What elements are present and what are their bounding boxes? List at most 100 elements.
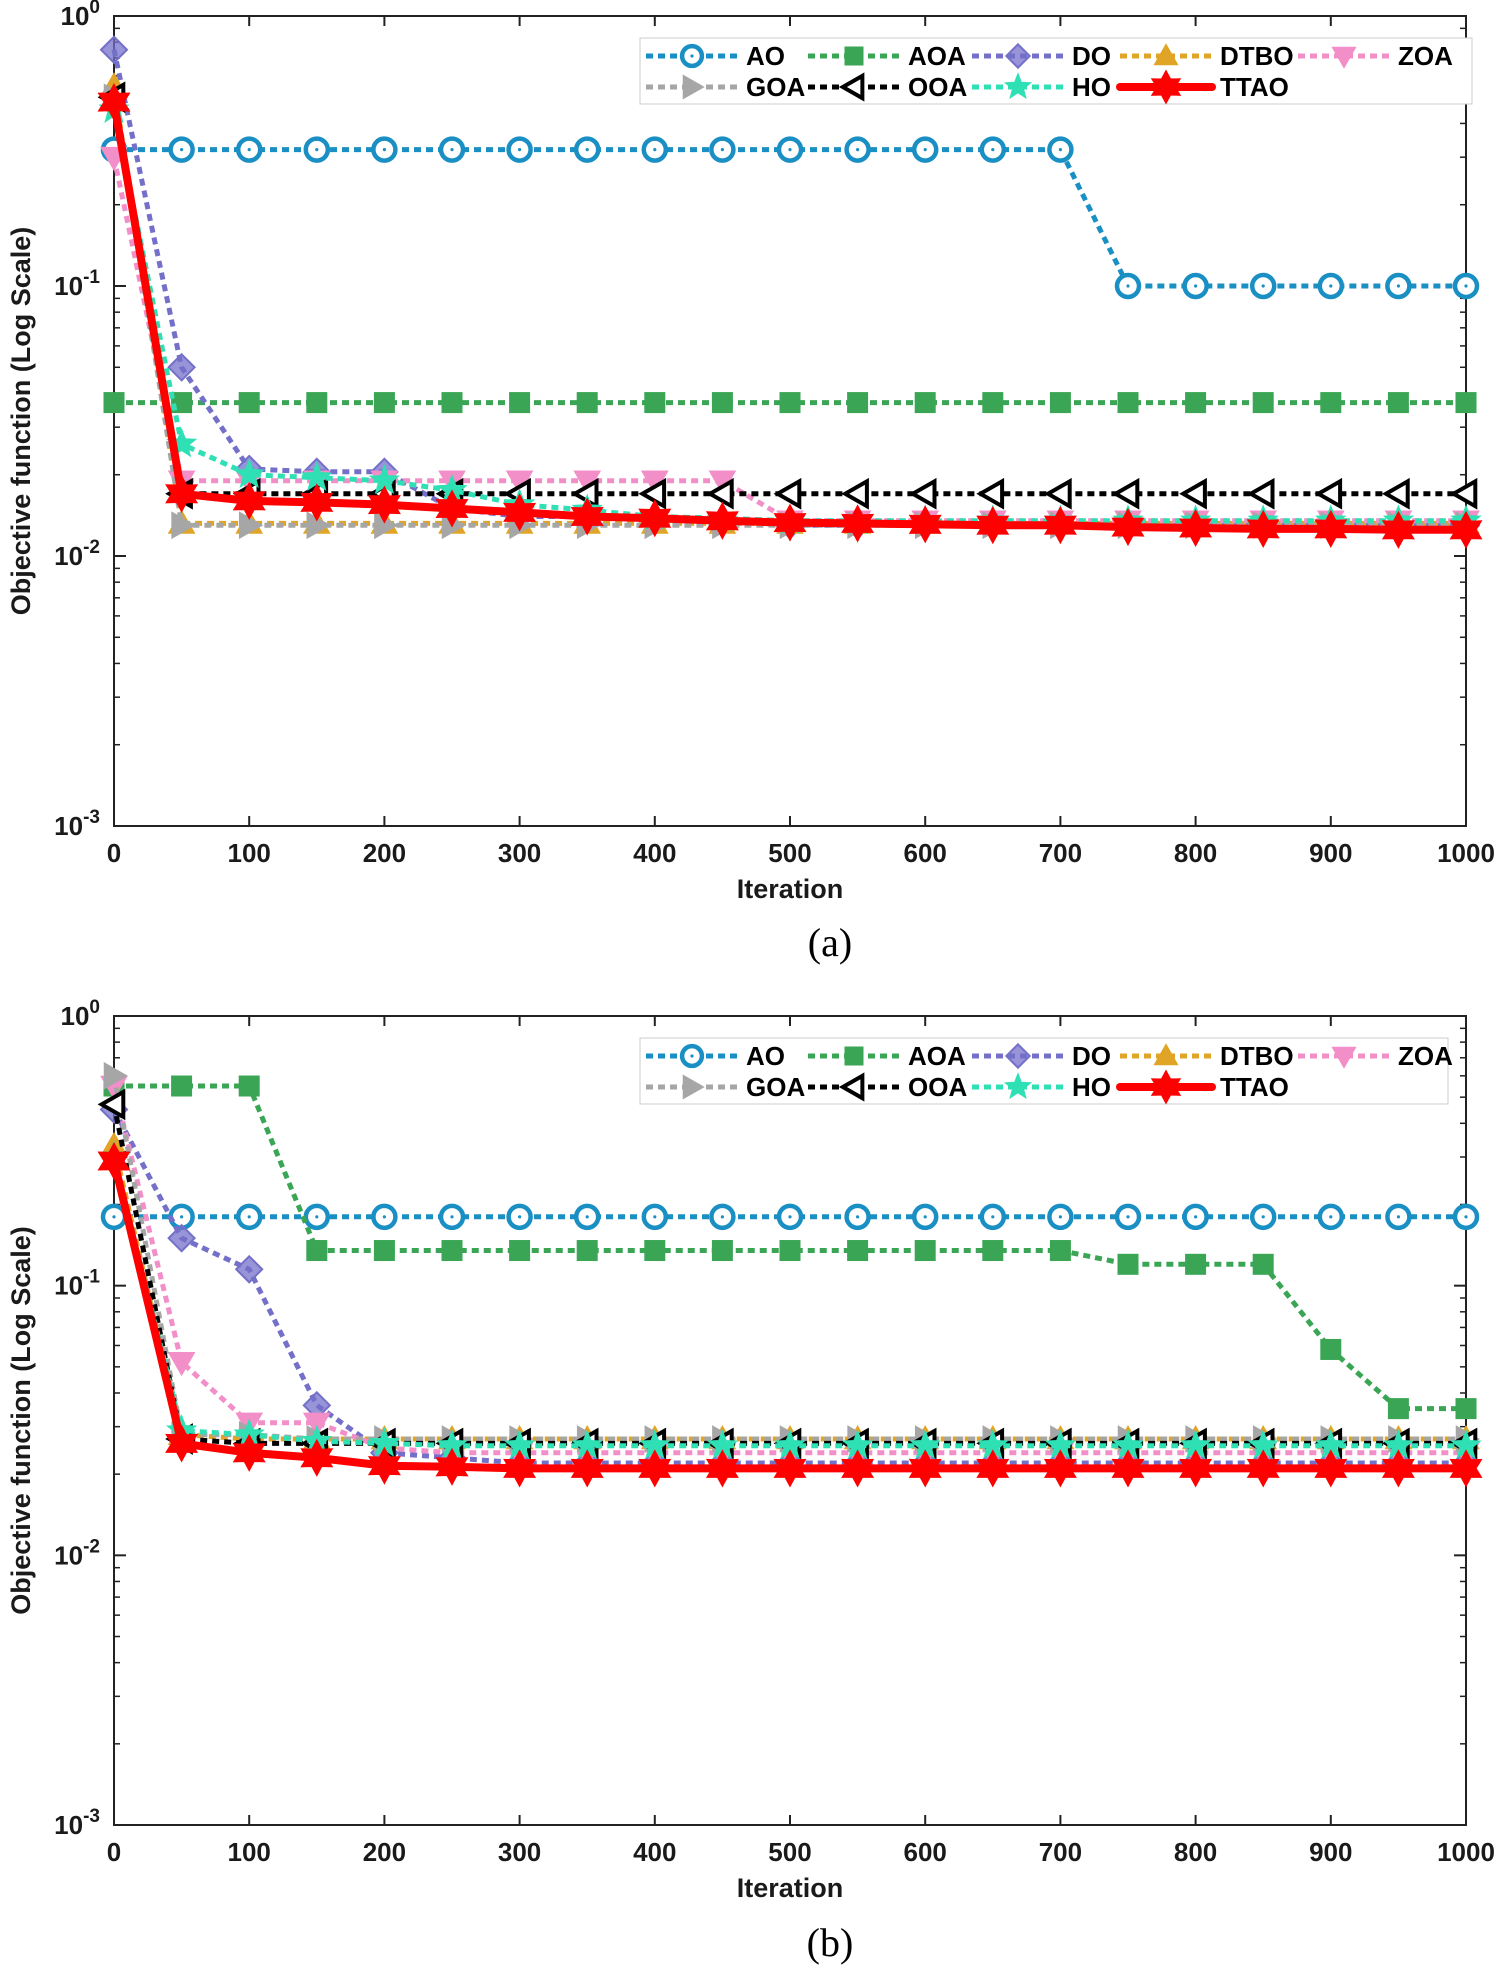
- point-ao-dot: [382, 148, 386, 152]
- legend-item-dtbo: DTBO: [1120, 41, 1294, 71]
- point-ttao: [503, 493, 537, 532]
- series-ao: [100, 136, 1480, 300]
- point-ooa: [1314, 477, 1343, 510]
- x-tick-label: 800: [1174, 1837, 1217, 1867]
- x-tick-label: 0: [107, 1837, 121, 1867]
- x-tick-label: 600: [904, 838, 947, 868]
- x-tick-label: 100: [228, 838, 271, 868]
- legend: AO AOA DO DTBO ZOA GOA OOA HO TTAO: [639, 37, 1473, 105]
- point-aoa: [306, 1240, 328, 1262]
- point-do: [234, 1254, 264, 1284]
- legend-marker-ooa: [838, 1072, 865, 1102]
- series-aoa: [103, 1075, 1477, 1420]
- legend-item-zoa: ZOA: [1298, 1041, 1453, 1071]
- point-ao-dot: [1194, 1215, 1198, 1219]
- y-tick-label: 100: [61, 997, 101, 1031]
- x-tick-label: 0: [107, 838, 121, 868]
- point-zoa: [167, 1352, 196, 1377]
- series-line-do: [111, 1108, 1466, 1466]
- point-aoa: [509, 1240, 531, 1262]
- legend-marker-ttao: [1150, 1069, 1182, 1105]
- point-ao-dot: [653, 1215, 657, 1219]
- point-aoa: [1387, 392, 1409, 414]
- point-ooa: [1449, 477, 1478, 510]
- point-ttao: [97, 83, 131, 122]
- series-ao: [100, 1203, 1480, 1231]
- point-ooa: [705, 477, 734, 510]
- point-aoa: [644, 392, 666, 414]
- legend-label: ZOA: [1398, 41, 1453, 71]
- y-tick-exponent: -1: [83, 267, 100, 288]
- x-tick-label: 900: [1309, 838, 1352, 868]
- point-zoa: [302, 1412, 331, 1437]
- x-tick-label: 300: [498, 1837, 541, 1867]
- panel-caption: (a): [808, 920, 852, 965]
- x-tick-label: 600: [904, 1837, 947, 1867]
- x-axis-title: Iteration: [737, 874, 844, 904]
- point-ttao: [435, 489, 469, 528]
- panel-1: 0 100 200 300 400 500 600 700 800 900 100010010-11…: [6, 0, 1495, 965]
- x-tick-label: 400: [633, 1837, 676, 1867]
- x-tick-label: 300: [498, 838, 541, 868]
- point-do: [167, 352, 197, 382]
- point-ooa: [1381, 477, 1410, 510]
- y-tick-exponent: -1: [83, 1267, 100, 1288]
- point-aoa: [306, 392, 328, 414]
- legend-label: DTBO: [1220, 1041, 1294, 1071]
- legend-label: AOA: [908, 41, 966, 71]
- point-aoa: [441, 1240, 463, 1262]
- legend-item-zoa: ZOA: [1298, 41, 1453, 71]
- panel-caption: (b): [807, 1920, 854, 1965]
- point-aoa: [1252, 392, 1274, 414]
- point-ttao: [1449, 1449, 1483, 1488]
- legend-box: [639, 1037, 1449, 1105]
- legend-item-goa: GOA: [646, 1072, 805, 1102]
- point-ooa: [1179, 477, 1207, 510]
- point-ao-dot: [1464, 284, 1468, 288]
- y-tick-label: 10-2: [54, 537, 100, 571]
- x-tick-label: 200: [363, 838, 406, 868]
- point-ao-dot: [653, 148, 657, 152]
- point-aoa: [238, 1075, 260, 1097]
- point-ttao: [1111, 508, 1145, 547]
- point-ooa: [976, 477, 1005, 510]
- x-tick-label: 1000: [1437, 1837, 1495, 1867]
- point-ttao: [1043, 1449, 1077, 1488]
- legend-marker-ao-dot: [690, 54, 694, 58]
- x-tick-label: 800: [1174, 838, 1217, 868]
- point-ttao: [570, 1449, 604, 1488]
- point-aoa: [847, 1240, 869, 1262]
- x-tick-label: 500: [768, 838, 811, 868]
- point-ttao: [165, 474, 199, 513]
- legend-item-aoa: AOA: [808, 41, 966, 71]
- point-ttao: [300, 1438, 334, 1477]
- point-aoa: [441, 392, 463, 414]
- legend-item-ho: HO: [972, 72, 1111, 102]
- legend-marker-ho: [1003, 1072, 1033, 1100]
- point-ao-dot: [180, 1215, 184, 1219]
- point-aoa: [1320, 1338, 1342, 1360]
- point-ooa: [773, 477, 802, 510]
- point-ao-dot: [1261, 284, 1265, 288]
- point-ttao: [570, 497, 604, 536]
- point-ao-dot: [720, 1215, 725, 1219]
- point-goa: [238, 511, 264, 540]
- point-ttao: [1449, 510, 1483, 549]
- point-ao-dot: [1329, 1215, 1333, 1219]
- point-ao-dot: [382, 1215, 386, 1219]
- point-ao-dot: [923, 148, 927, 152]
- point-aoa: [914, 1240, 936, 1262]
- y-tick-label: 10-2: [54, 1536, 100, 1570]
- y-tick-exponent: -2: [83, 537, 100, 558]
- point-ttao: [976, 506, 1010, 545]
- point-ttao: [165, 1424, 199, 1463]
- point-aoa: [509, 392, 531, 414]
- point-ooa: [1111, 477, 1140, 510]
- point-aoa: [644, 1240, 666, 1262]
- legend-marker-zoa: [1331, 1046, 1357, 1069]
- point-aoa: [779, 392, 801, 414]
- legend-item-ooa: OOA: [808, 1072, 967, 1102]
- point-ttao: [1314, 509, 1348, 548]
- point-aoa: [576, 1240, 598, 1262]
